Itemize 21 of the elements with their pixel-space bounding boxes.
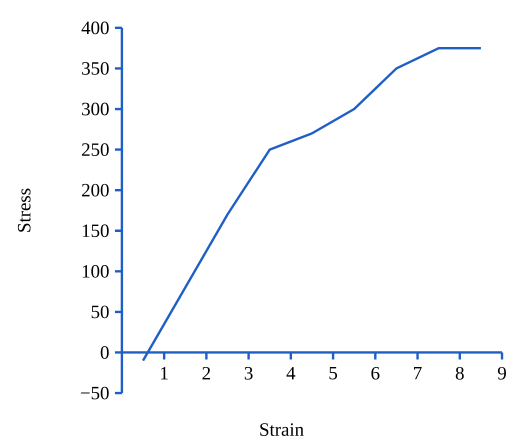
y-tick-label: 200 (82, 184, 109, 197)
x-tick-label: 3 (244, 367, 253, 380)
x-tick-label: 9 (498, 367, 506, 380)
x-tick-label: 5 (329, 367, 338, 380)
x-tick-label: 4 (286, 367, 296, 380)
x-tick-label: 6 (371, 367, 380, 380)
y-tick-label: 50 (92, 306, 109, 318)
x-axis-title: Strain (260, 423, 304, 436)
y-tick-label: 350 (82, 62, 109, 75)
y-tick-label: 100 (82, 265, 109, 278)
x-tick-label: 8 (456, 367, 464, 380)
y-tick-label: 400 (82, 22, 109, 34)
y-tick-label: −50 (80, 386, 109, 400)
x-tick-label: 2 (202, 367, 210, 380)
y-tick-label: 150 (82, 224, 109, 238)
x-tick-label: 7 (414, 367, 422, 380)
y-axis-title: Stress (18, 188, 31, 232)
y-tick-label: 250 (82, 143, 109, 156)
y-tick-label: 0 (100, 346, 109, 359)
x-tick-label: 1 (161, 367, 168, 380)
y-tick-label: 300 (82, 102, 109, 116)
